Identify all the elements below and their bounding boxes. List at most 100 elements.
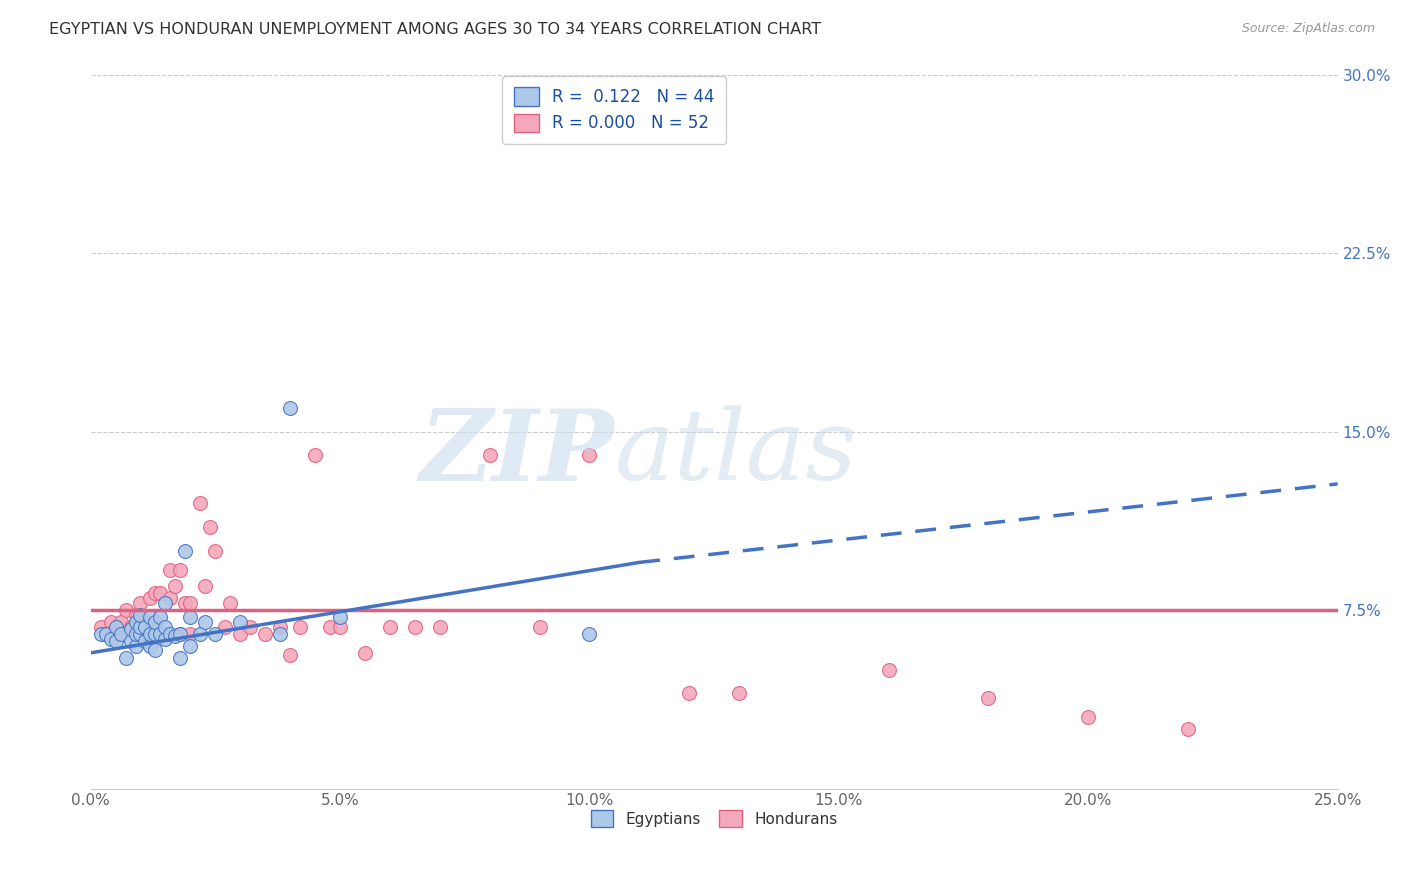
Point bbox=[90, 627, 112, 641]
Point bbox=[129, 607, 152, 622]
Point bbox=[174, 543, 197, 558]
Point bbox=[578, 448, 600, 462]
Point bbox=[134, 620, 156, 634]
Point bbox=[179, 627, 201, 641]
Point bbox=[179, 639, 201, 653]
Point bbox=[149, 586, 172, 600]
Point bbox=[155, 632, 177, 646]
Point bbox=[129, 596, 152, 610]
Text: ZIP: ZIP bbox=[419, 405, 614, 501]
Point bbox=[319, 620, 342, 634]
Point bbox=[139, 627, 162, 641]
Point bbox=[155, 627, 177, 641]
Point bbox=[159, 563, 181, 577]
Point bbox=[200, 519, 222, 533]
Point bbox=[124, 615, 146, 629]
Text: EGYPTIAN VS HONDURAN UNEMPLOYMENT AMONG AGES 30 TO 34 YEARS CORRELATION CHART: EGYPTIAN VS HONDURAN UNEMPLOYMENT AMONG … bbox=[49, 22, 821, 37]
Point bbox=[169, 627, 191, 641]
Point bbox=[145, 627, 167, 641]
Point bbox=[478, 448, 501, 462]
Point bbox=[90, 620, 112, 634]
Point bbox=[678, 686, 700, 700]
Point bbox=[129, 627, 152, 641]
Point bbox=[169, 650, 191, 665]
Point bbox=[229, 627, 252, 641]
Point bbox=[169, 627, 191, 641]
Point bbox=[1177, 722, 1199, 736]
Point bbox=[124, 607, 146, 622]
Point bbox=[145, 586, 167, 600]
Point bbox=[529, 620, 551, 634]
Point bbox=[145, 643, 167, 657]
Point bbox=[145, 615, 167, 629]
Point bbox=[134, 615, 156, 629]
Point bbox=[354, 646, 377, 660]
Point bbox=[104, 620, 127, 634]
Point bbox=[139, 639, 162, 653]
Point bbox=[139, 591, 162, 606]
Point bbox=[104, 627, 127, 641]
Point bbox=[165, 629, 187, 643]
Point bbox=[329, 620, 352, 634]
Point bbox=[114, 603, 136, 617]
Point bbox=[155, 596, 177, 610]
Point bbox=[194, 579, 217, 593]
Point bbox=[179, 596, 201, 610]
Point bbox=[139, 610, 162, 624]
Point bbox=[578, 627, 600, 641]
Point bbox=[134, 634, 156, 648]
Point bbox=[145, 620, 167, 634]
Legend: Egyptians, Hondurans: Egyptians, Hondurans bbox=[583, 803, 845, 834]
Point bbox=[269, 627, 291, 641]
Point bbox=[628, 115, 651, 129]
Point bbox=[239, 620, 262, 634]
Point bbox=[159, 591, 181, 606]
Point bbox=[254, 627, 277, 641]
Point bbox=[174, 596, 197, 610]
Point bbox=[188, 496, 211, 510]
Point bbox=[124, 627, 146, 641]
Point bbox=[269, 620, 291, 634]
Point bbox=[94, 627, 117, 641]
Point bbox=[129, 627, 152, 641]
Point bbox=[110, 615, 132, 629]
Point bbox=[278, 648, 301, 663]
Point bbox=[214, 620, 236, 634]
Point bbox=[104, 634, 127, 648]
Point bbox=[204, 627, 226, 641]
Point bbox=[179, 610, 201, 624]
Point bbox=[124, 639, 146, 653]
Point bbox=[1077, 710, 1099, 724]
Point bbox=[110, 627, 132, 641]
Point bbox=[278, 401, 301, 415]
Point bbox=[204, 543, 226, 558]
Point bbox=[404, 620, 426, 634]
Point bbox=[165, 579, 187, 593]
Point bbox=[100, 615, 122, 629]
Text: Source: ZipAtlas.com: Source: ZipAtlas.com bbox=[1241, 22, 1375, 36]
Point bbox=[229, 615, 252, 629]
Point bbox=[129, 620, 152, 634]
Point bbox=[155, 620, 177, 634]
Point bbox=[877, 663, 900, 677]
Point bbox=[94, 627, 117, 641]
Point bbox=[114, 650, 136, 665]
Point bbox=[728, 686, 751, 700]
Text: atlas: atlas bbox=[614, 405, 858, 500]
Point bbox=[329, 610, 352, 624]
Point bbox=[120, 634, 142, 648]
Point bbox=[100, 632, 122, 646]
Point bbox=[188, 627, 211, 641]
Point bbox=[304, 448, 326, 462]
Point bbox=[169, 563, 191, 577]
Point bbox=[378, 620, 401, 634]
Point bbox=[159, 627, 181, 641]
Point bbox=[194, 615, 217, 629]
Point bbox=[977, 691, 1000, 706]
Point bbox=[149, 610, 172, 624]
Point bbox=[149, 627, 172, 641]
Point bbox=[288, 620, 311, 634]
Point bbox=[429, 620, 451, 634]
Point bbox=[219, 596, 242, 610]
Point bbox=[120, 622, 142, 636]
